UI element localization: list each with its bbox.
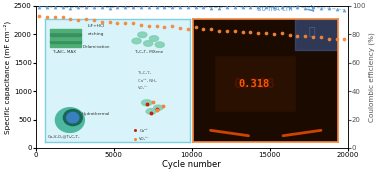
Point <box>107 20 113 23</box>
Point <box>67 6 73 9</box>
Point <box>138 24 144 27</box>
Point <box>334 8 340 10</box>
Point <box>216 6 222 9</box>
Point <box>59 16 65 19</box>
Point <box>169 6 175 9</box>
Text: 80 mA cm⁻²: 80 mA cm⁻² <box>257 6 299 12</box>
Point <box>161 6 167 9</box>
Point <box>153 24 160 27</box>
Point <box>83 18 89 20</box>
Point <box>177 6 183 8</box>
Y-axis label: Specific capacitance (mF cm⁻²): Specific capacitance (mF cm⁻²) <box>3 20 11 133</box>
Point <box>263 6 269 9</box>
Point <box>44 16 50 19</box>
Point <box>232 5 238 8</box>
Point <box>153 5 160 8</box>
Point <box>341 37 347 40</box>
Point <box>255 6 261 8</box>
Point <box>287 34 293 36</box>
Point <box>193 6 199 9</box>
Point <box>294 35 301 38</box>
Y-axis label: Coulombic efficiency (%): Coulombic efficiency (%) <box>368 32 375 122</box>
Point <box>91 5 97 8</box>
Point <box>36 15 42 18</box>
Point <box>255 32 261 34</box>
Point <box>279 32 285 34</box>
Point <box>279 5 285 8</box>
Point <box>185 27 191 30</box>
Point <box>75 6 81 9</box>
Point <box>91 19 97 22</box>
Point <box>107 6 113 9</box>
Point <box>185 5 191 8</box>
Point <box>302 34 308 37</box>
Point <box>114 6 120 8</box>
Point <box>287 6 293 8</box>
Point <box>310 36 316 39</box>
Point <box>310 6 316 9</box>
Point <box>44 6 50 8</box>
Point <box>177 26 183 29</box>
Point <box>99 20 105 23</box>
Point <box>208 28 214 31</box>
Point <box>52 6 58 9</box>
Point <box>169 25 175 28</box>
Point <box>59 6 65 9</box>
Point <box>200 28 206 30</box>
Point <box>326 38 332 40</box>
Point <box>161 25 167 28</box>
Point <box>302 7 308 9</box>
Point <box>334 38 340 41</box>
Point <box>138 6 144 8</box>
Point <box>75 18 81 21</box>
Point <box>318 7 324 9</box>
Point <box>224 6 230 8</box>
Point <box>271 33 277 36</box>
Point <box>208 6 214 9</box>
Point <box>99 6 105 8</box>
Point <box>248 5 254 8</box>
Point <box>318 36 324 39</box>
Point <box>216 29 222 32</box>
Point <box>52 16 58 19</box>
Point <box>326 7 332 9</box>
Point <box>36 6 42 8</box>
X-axis label: Cycle number: Cycle number <box>163 159 221 169</box>
Point <box>232 30 238 32</box>
Point <box>122 6 128 9</box>
Point <box>240 6 246 8</box>
Point <box>263 32 269 35</box>
Point <box>224 29 230 32</box>
Point <box>122 22 128 25</box>
Point <box>146 5 152 8</box>
Point <box>248 30 254 33</box>
Point <box>341 8 347 11</box>
Point <box>193 26 199 29</box>
Point <box>200 6 206 9</box>
Point <box>271 6 277 8</box>
Point <box>240 31 246 34</box>
Point <box>83 6 89 9</box>
Point <box>294 5 301 8</box>
Point <box>114 21 120 24</box>
Point <box>67 18 73 21</box>
Point <box>146 25 152 27</box>
Point <box>130 22 136 25</box>
Point <box>130 6 136 9</box>
